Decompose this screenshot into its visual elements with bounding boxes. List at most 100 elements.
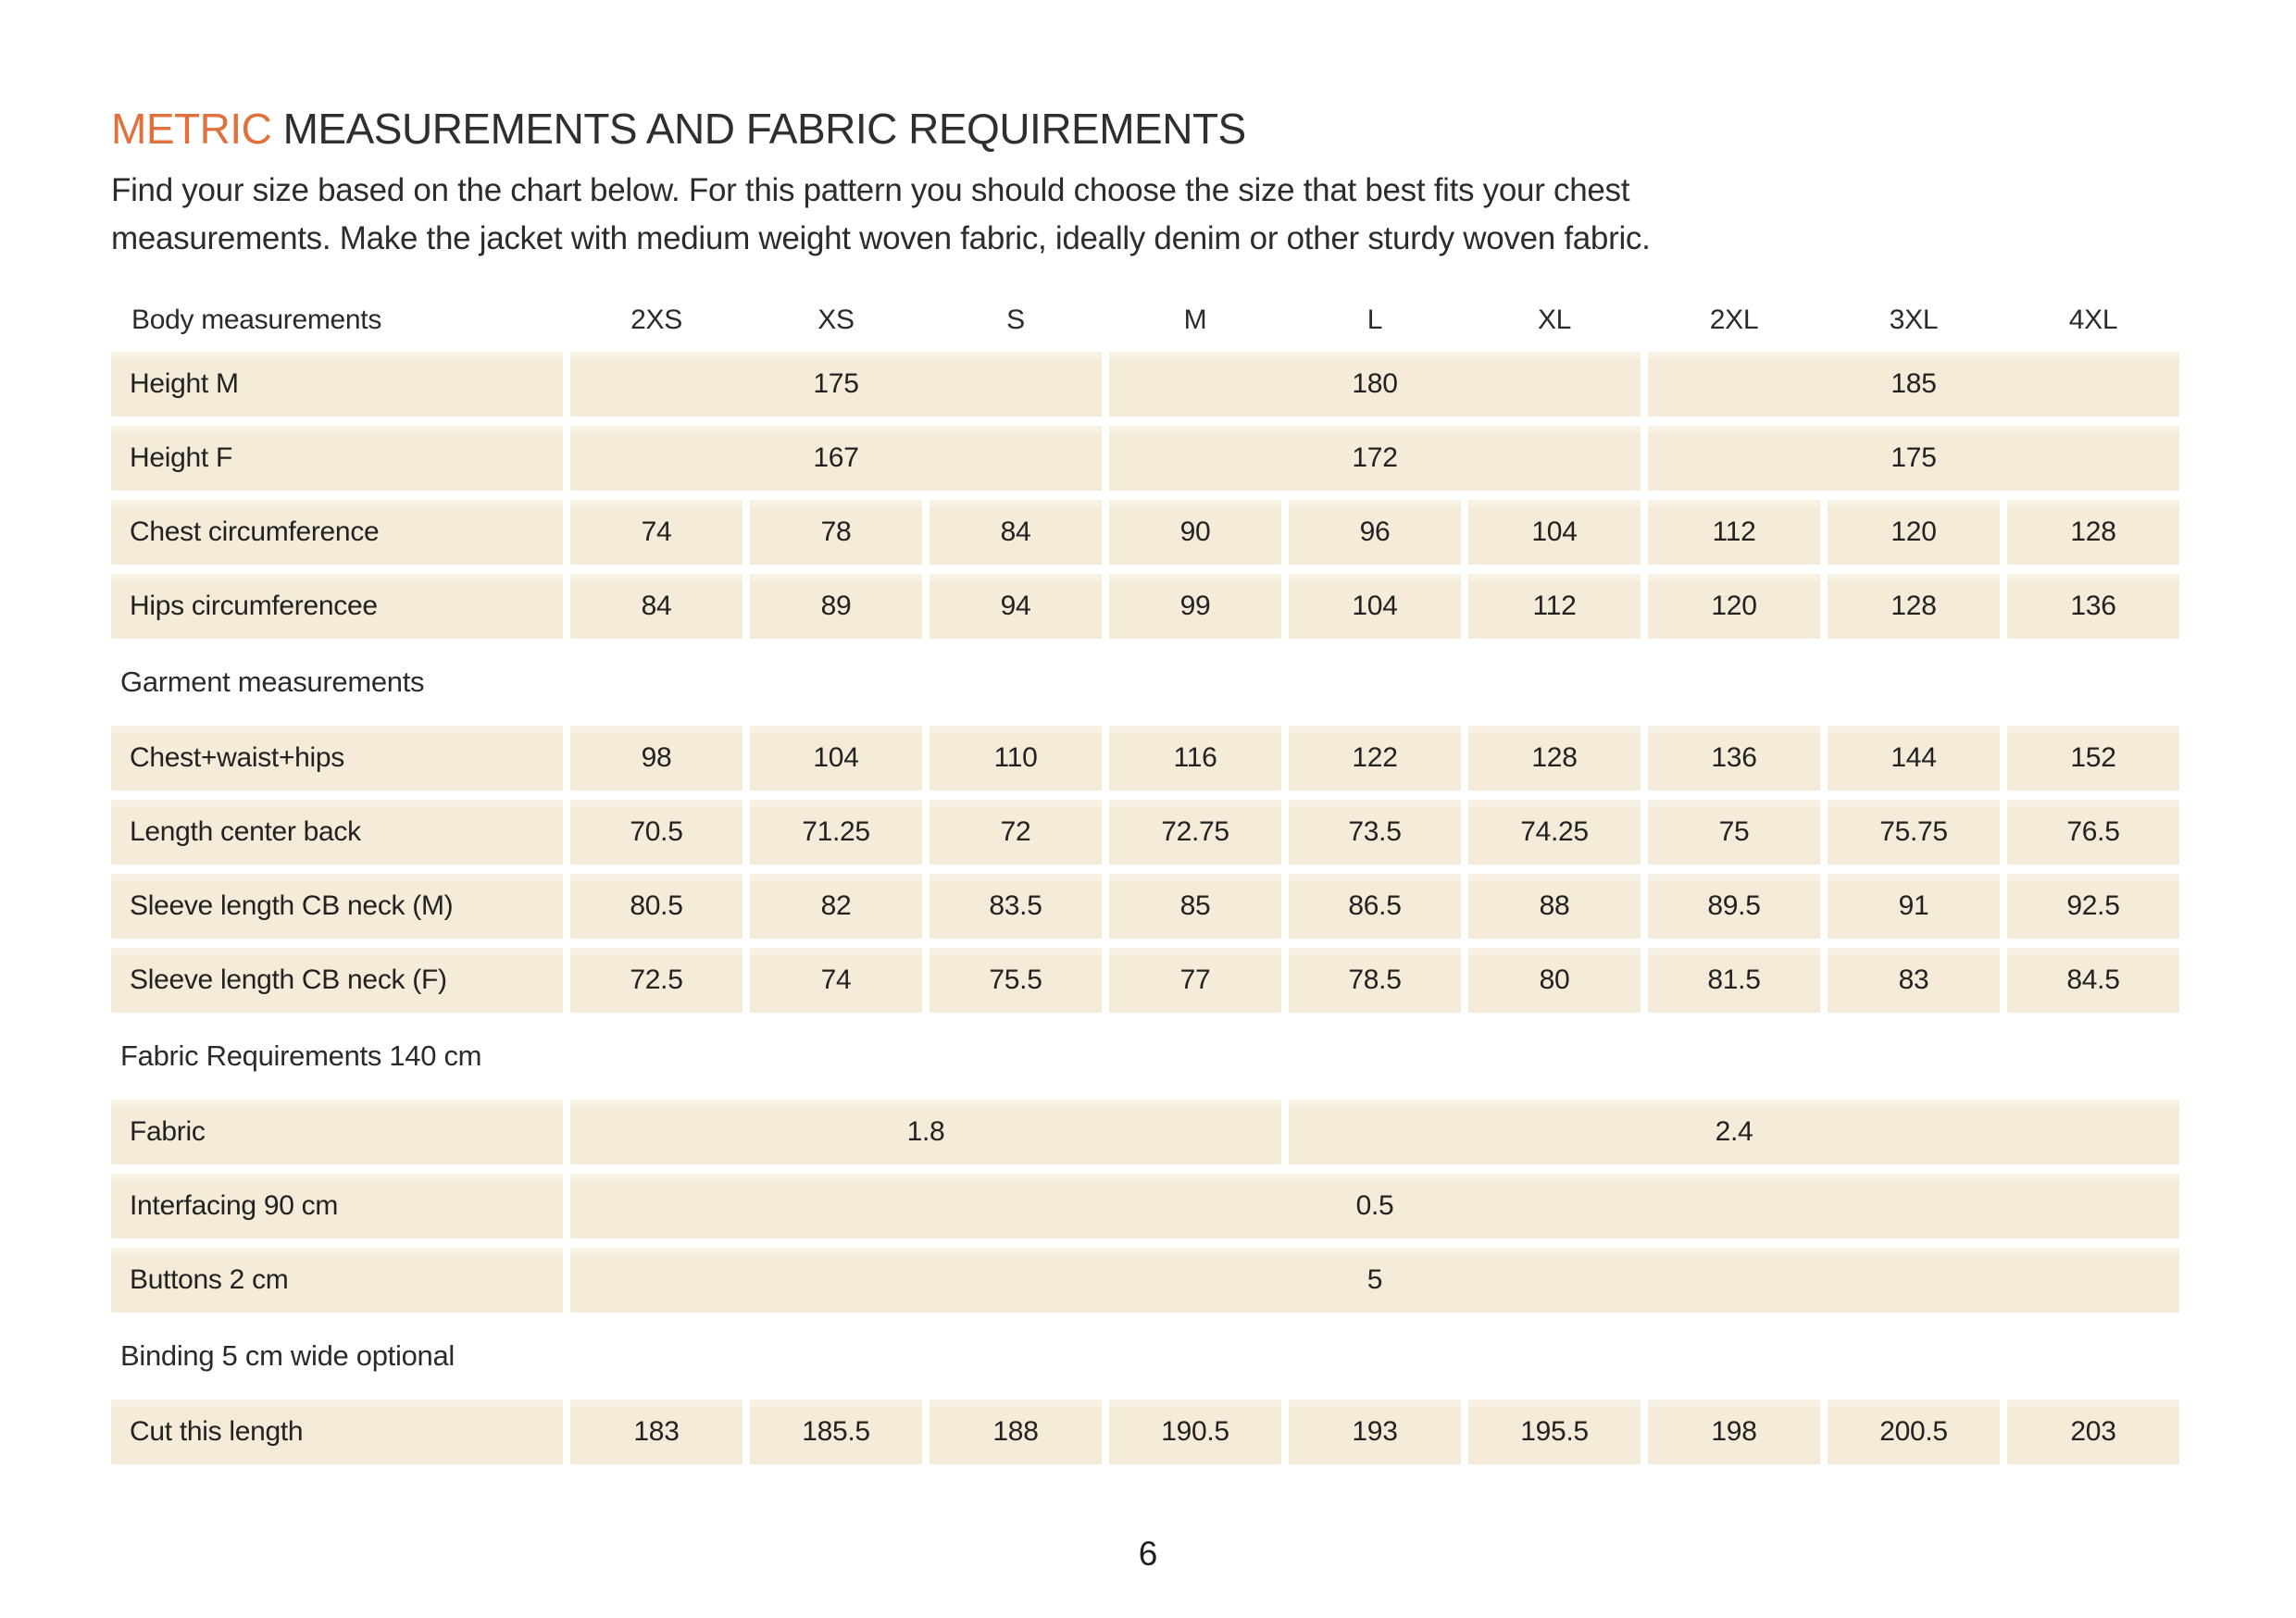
row-label-sleeve-length-f: Sleeve length CB neck (F) [111, 948, 563, 1013]
cell-sleeve-m-s: 83.5 [930, 874, 1102, 939]
cell-sleeve-f-l: 78.5 [1289, 948, 1461, 1013]
cell-chest-4xl: 128 [2007, 500, 2179, 565]
cell-fabric-large-sizes: 2.4 [1289, 1100, 2179, 1164]
page-subtitle: Find your size based on the chart below.… [111, 167, 2092, 263]
cell-sleeve-f-xs: 74 [750, 948, 922, 1013]
cell-sleeve-m-2xl: 89.5 [1648, 874, 1820, 939]
cell-cwh-xl: 128 [1468, 726, 1641, 790]
cell-hips-xs: 89 [750, 574, 922, 639]
cell-cut-xl: 195.5 [1468, 1400, 1641, 1464]
column-header-size-2xs: 2XS [630, 305, 682, 335]
cell-lcb-2xs: 70.5 [570, 800, 742, 865]
cell-chest-m: 90 [1109, 500, 1281, 565]
cell-height-f-group2: 172 [1109, 426, 1641, 491]
cell-sleeve-f-s: 75.5 [930, 948, 1102, 1013]
cell-sleeve-m-4xl: 92.5 [2007, 874, 2179, 939]
row-label-length-center-back: Length center back [111, 800, 563, 865]
cell-sleeve-f-4xl: 84.5 [2007, 948, 2179, 1013]
subtitle-line-2: measurements. Make the jacket with mediu… [111, 219, 1651, 256]
cell-cwh-2xl: 136 [1648, 726, 1820, 790]
cell-height-f-group1: 167 [570, 426, 1102, 491]
cell-lcb-4xl: 76.5 [2007, 800, 2179, 865]
column-header-body-measurements: Body measurements [131, 305, 382, 335]
row-label-interfacing: Interfacing 90 cm [111, 1174, 563, 1238]
cell-chest-s: 84 [930, 500, 1102, 565]
cell-chest-l: 96 [1289, 500, 1461, 565]
cell-chest-xs: 78 [750, 500, 922, 565]
cell-cwh-4xl: 152 [2007, 726, 2179, 790]
row-label-cut-this-length: Cut this length [111, 1400, 563, 1464]
cell-lcb-3xl: 75.75 [1828, 800, 2000, 865]
row-label-sleeve-length-m: Sleeve length CB neck (M) [111, 874, 563, 939]
cell-lcb-l: 73.5 [1289, 800, 1461, 865]
cell-hips-xl: 112 [1468, 574, 1641, 639]
cell-sleeve-m-xs: 82 [750, 874, 922, 939]
cell-cut-xs: 185.5 [750, 1400, 922, 1464]
page-title-rest: MEASUREMENTS AND FABRIC REQUIREMENTS [271, 105, 1247, 153]
cell-sleeve-f-m: 77 [1109, 948, 1281, 1013]
cell-chest-2xs: 74 [570, 500, 742, 565]
row-label-chest-circumference: Chest circumference [111, 500, 563, 565]
cell-sleeve-m-2xs: 80.5 [570, 874, 742, 939]
column-header-size-4xl: 4XL [2068, 305, 2118, 335]
cell-hips-4xl: 136 [2007, 574, 2179, 639]
column-header-size-xl: XL [1537, 305, 1572, 335]
row-label-height-m: Height M [111, 352, 563, 417]
column-header-size-xs: XS [817, 305, 855, 335]
cell-height-f-group3: 175 [1648, 426, 2179, 491]
cell-chest-2xl: 112 [1648, 500, 1820, 565]
row-label-fabric: Fabric [111, 1100, 563, 1164]
cell-cut-l: 193 [1289, 1400, 1461, 1464]
cell-sleeve-m-l: 86.5 [1289, 874, 1461, 939]
subtitle-line-1: Find your size based on the chart below.… [111, 172, 1630, 208]
cell-sleeve-f-xl: 80 [1468, 948, 1641, 1013]
cell-fabric-small-sizes: 1.8 [570, 1100, 1281, 1164]
cell-hips-m: 99 [1109, 574, 1281, 639]
column-header-size-m: M [1183, 305, 1207, 335]
cell-sleeve-m-m: 85 [1109, 874, 1281, 939]
cell-cwh-m: 116 [1109, 726, 1281, 790]
cell-lcb-xl: 74.25 [1468, 800, 1641, 865]
row-label-height-f: Height F [111, 426, 563, 491]
page-title: METRIC MEASUREMENTS AND FABRIC REQUIREME… [111, 104, 1246, 154]
cell-buttons-all-sizes: 5 [570, 1248, 2179, 1313]
cell-cut-2xs: 183 [570, 1400, 742, 1464]
column-header-size-2xl: 2XL [1709, 305, 1759, 335]
cell-chest-3xl: 120 [1828, 500, 2000, 565]
cell-lcb-m: 72.75 [1109, 800, 1281, 865]
cell-interfacing-all-sizes: 0.5 [570, 1174, 2179, 1238]
cell-hips-2xs: 84 [570, 574, 742, 639]
cell-cwh-xs: 104 [750, 726, 922, 790]
cell-cwh-l: 122 [1289, 726, 1461, 790]
size-table: Body measurements 2XS XS S M L XL 2XL 3X… [111, 298, 2179, 1464]
cell-cut-s: 188 [930, 1400, 1102, 1464]
cell-cut-m: 190.5 [1109, 1400, 1281, 1464]
cell-cut-4xl: 203 [2007, 1400, 2179, 1464]
row-label-buttons: Buttons 2 cm [111, 1248, 563, 1313]
column-header-size-3xl: 3XL [1889, 305, 1939, 335]
column-header-size-l: L [1366, 305, 1383, 335]
page-number: 6 [1138, 1535, 1158, 1573]
cell-cwh-2xs: 98 [570, 726, 742, 790]
cell-sleeve-m-xl: 88 [1468, 874, 1641, 939]
cell-hips-l: 104 [1289, 574, 1461, 639]
cell-cut-3xl: 200.5 [1828, 1400, 2000, 1464]
row-label-chest-waist-hips: Chest+waist+hips [111, 726, 563, 790]
section-header-binding: Binding 5 cm wide optional [120, 1339, 455, 1372]
cell-lcb-xs: 71.25 [750, 800, 922, 865]
cell-height-m-group1: 175 [570, 352, 1102, 417]
cell-cwh-s: 110 [930, 726, 1102, 790]
cell-hips-2xl: 120 [1648, 574, 1820, 639]
cell-height-m-group3: 185 [1648, 352, 2179, 417]
cell-cwh-3xl: 144 [1828, 726, 2000, 790]
cell-sleeve-f-2xs: 72.5 [570, 948, 742, 1013]
column-header-size-s: S [1006, 305, 1025, 335]
page-title-accent: METRIC [111, 105, 272, 153]
section-header-fabric-requirements: Fabric Requirements 140 cm [120, 1039, 482, 1072]
cell-cut-2xl: 198 [1648, 1400, 1820, 1464]
cell-height-m-group2: 180 [1109, 352, 1641, 417]
cell-lcb-2xl: 75 [1648, 800, 1820, 865]
section-header-garment-measurements: Garment measurements [120, 666, 425, 698]
cell-hips-3xl: 128 [1828, 574, 2000, 639]
